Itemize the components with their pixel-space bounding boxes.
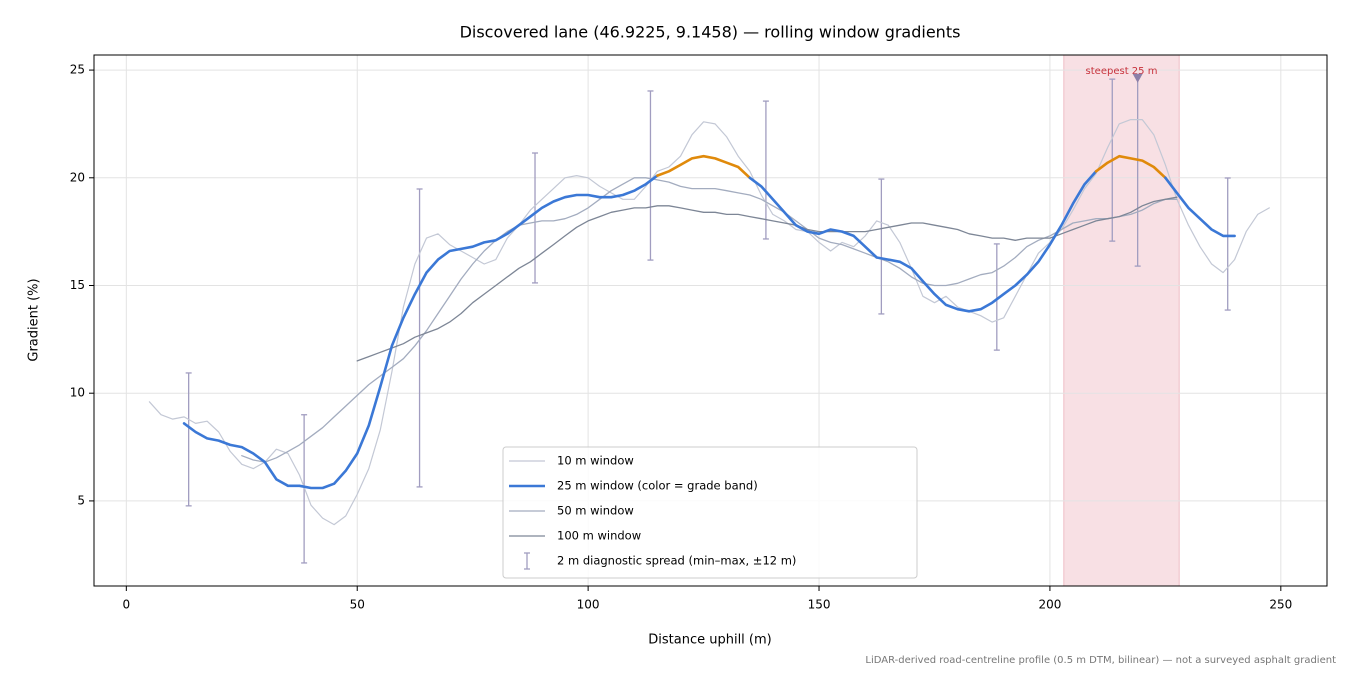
- x-tick-label: 150: [808, 598, 831, 612]
- legend-label: 10 m window: [557, 454, 634, 468]
- y-tick-label: 15: [70, 278, 85, 292]
- error-bar: [416, 188, 423, 488]
- series-line: [241, 177, 1178, 463]
- chart-title: Discovered lane (46.9225, 9.1458) — roll…: [460, 23, 961, 42]
- highlight-span: [1063, 54, 1180, 587]
- x-tick-label: 0: [123, 598, 131, 612]
- x-axis-label: Distance uphill (m): [648, 633, 771, 648]
- highlight-label: steepest 25 m: [1086, 66, 1158, 77]
- series-line: [356, 196, 1178, 362]
- y-axis-label: Gradient (%): [27, 278, 42, 361]
- footnote: LiDAR-derived road-centreline profile (0…: [865, 655, 1336, 666]
- error-bar: [185, 372, 192, 507]
- x-tick-label: 50: [350, 598, 365, 612]
- legend-label: 100 m window: [557, 529, 641, 543]
- series-line: [748, 170, 1098, 313]
- y-tick-label: 25: [70, 63, 85, 77]
- error-bar: [532, 152, 539, 284]
- error-bar: [1224, 177, 1231, 311]
- error-bar: [647, 90, 654, 261]
- x-tick-label: 200: [1038, 598, 1061, 612]
- legend-box: [502, 446, 918, 579]
- error-bar: [878, 178, 885, 315]
- steepest-marker: [1132, 73, 1143, 83]
- series-line: [656, 154, 752, 180]
- legend-label: 2 m diagnostic spread (min–max, ±12 m): [557, 554, 796, 568]
- y-tick-label: 20: [70, 170, 85, 184]
- x-tick-label: 250: [1269, 598, 1292, 612]
- y-tick-label: 5: [77, 493, 85, 507]
- y-tick-label: 10: [70, 386, 85, 400]
- series-line: [182, 174, 659, 490]
- legend-label: 50 m window: [557, 504, 634, 518]
- error-bar: [762, 100, 769, 240]
- plot-frame: [93, 54, 1328, 587]
- legend-label: 25 m window (color = grade band): [557, 479, 758, 493]
- series-line: [1094, 154, 1167, 180]
- series-line: [148, 119, 1270, 526]
- series-line: [1164, 176, 1236, 238]
- x-tick-label: 100: [577, 598, 600, 612]
- error-bar: [993, 243, 1000, 351]
- legend-swatch: [524, 552, 530, 570]
